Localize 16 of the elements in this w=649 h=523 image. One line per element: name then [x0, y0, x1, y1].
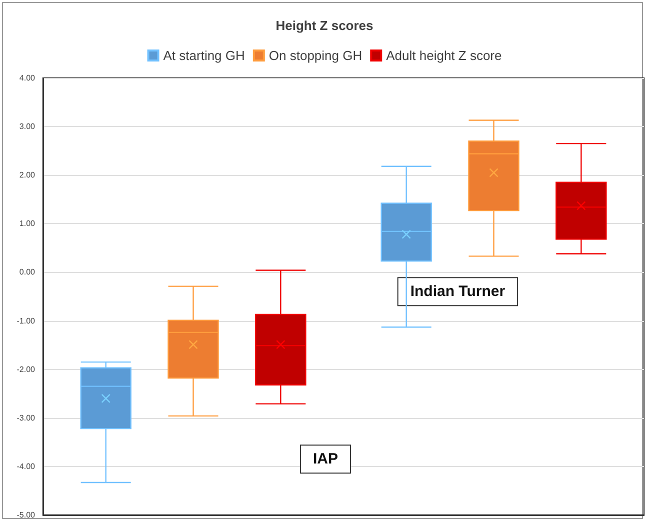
legend-label: Adult height Z score — [386, 48, 502, 63]
legend-label: At starting GH — [163, 48, 245, 63]
y-tick-label: -1.00 — [16, 316, 36, 326]
legend-label: On stopping GH — [268, 48, 362, 63]
y-tick-label: 2.00 — [19, 170, 36, 180]
annotation: Indian Turner — [410, 283, 506, 300]
annotation: IAP — [312, 450, 338, 468]
y-tick-label: -5.00 — [16, 510, 36, 520]
y-tick-label: 1.00 — [19, 219, 36, 228]
y-tick-label: 0.00 — [19, 268, 36, 277]
chart-title: Height Z scores — [276, 18, 374, 33]
y-tick-label: -2.00 — [16, 364, 36, 374]
y-tick-label: 3.00 — [19, 122, 36, 132]
y-tick-label: -4.00 — [16, 462, 36, 471]
y-tick-label: -3.00 — [16, 413, 36, 422]
y-tick-label: 4.00 — [19, 74, 36, 82]
